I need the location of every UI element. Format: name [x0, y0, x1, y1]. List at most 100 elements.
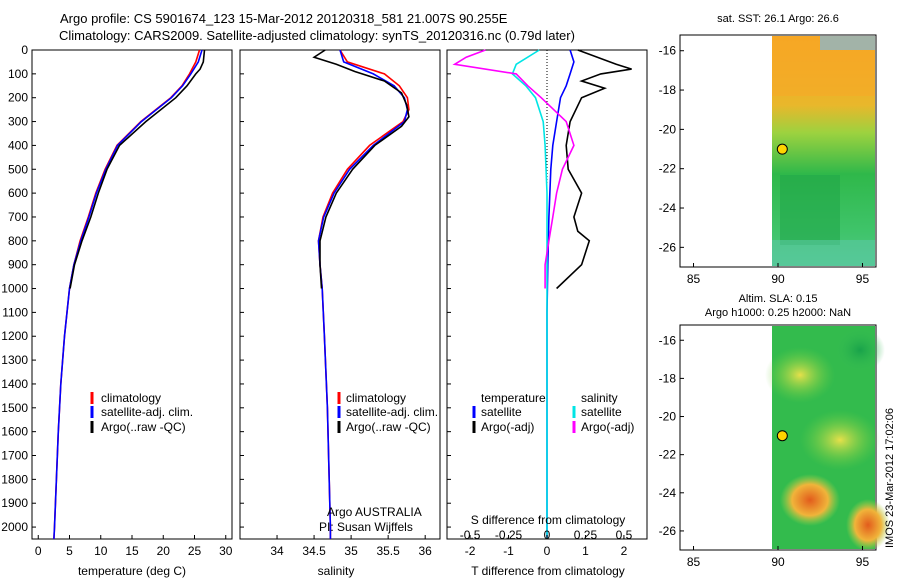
x-tick-label: 34: [270, 544, 284, 558]
legend-title-temperature: temperature: [481, 391, 546, 405]
climatology-title: Climatology: CARS2009. Satellite-adjuste…: [59, 28, 575, 43]
legend-title-salinity: salinity: [581, 391, 618, 405]
depth-tick-label: 1800: [1, 472, 28, 486]
x-tick-label: -0.5: [460, 528, 481, 542]
difference-plot: [447, 49, 632, 539]
x-tick-label: 25: [188, 544, 202, 558]
sst-south-patch: [772, 240, 875, 266]
x-tick-label: 36: [419, 544, 433, 558]
map-x-tick-label: 85: [687, 555, 701, 569]
map-x-tick-label: 95: [856, 272, 870, 286]
temperature-axis-label: temperature (deg C): [78, 564, 186, 578]
x-tick-label: 1: [582, 544, 589, 558]
x-tick-label: 0: [35, 544, 42, 558]
depth-tick-label: 1700: [1, 449, 28, 463]
argo-program-annotation: Argo AUSTRALIA: [327, 505, 422, 519]
depth-tick-label: 800: [8, 234, 28, 248]
temperature-axes-frame: [31, 49, 233, 540]
series-line: [317, 49, 410, 539]
argo-position-marker: [776, 430, 788, 442]
map-y-tick-label: -24: [659, 486, 677, 500]
sla-map: 85 90 95 -16 -18 -20 -22 -24 -26: [659, 324, 890, 569]
difference-legend-salinity: salinity satellite Argo(-adj): [572, 391, 634, 434]
depth-tick-label: 1300: [1, 353, 28, 367]
x-tick-label: 34.5: [302, 544, 326, 558]
map-y-tick-label: -20: [659, 410, 677, 424]
series-line: [312, 49, 410, 289]
legend-label-s-argo: Argo(-adj): [581, 420, 634, 434]
map-y-tick-label: -20: [659, 122, 677, 136]
sla-high-patch: [800, 410, 880, 470]
temperature-legend: climatology satellite-adj. clim. Argo(..…: [90, 391, 193, 434]
series-line: [452, 49, 575, 289]
map-y-tick-label: -22: [659, 448, 677, 462]
sla-high-patch: [765, 347, 835, 403]
sst-map-title: sat. SST: 26.1 Argo: 26.6: [717, 13, 839, 25]
depth-tick-label: 1100: [2, 305, 28, 319]
x-tick-label: 0.25: [574, 528, 598, 542]
salinity-tick-labels: 34 34.5 35 35.5 36: [270, 535, 432, 558]
argo-pi-annotation: PI: Susan Wijffels: [319, 520, 413, 534]
x-tick-label: 2: [621, 544, 628, 558]
legend-label-climatology: climatology: [346, 391, 406, 405]
depth-tick-label: 2000: [1, 520, 28, 534]
depth-tick-label: 1400: [1, 377, 28, 391]
x-tick-label: 35.5: [376, 544, 400, 558]
temperature-plot: [32, 49, 206, 540]
x-tick-label: -1: [503, 544, 514, 558]
map-x-tick-label: 95: [856, 555, 870, 569]
series-line: [53, 49, 203, 540]
series-line: [69, 49, 206, 289]
salinity-plot: [240, 49, 410, 539]
legend-label-t-satellite: satellite: [481, 405, 522, 419]
legend-label-satellite: satellite-adj. clim.: [101, 405, 193, 419]
map-y-tick-label: -18: [659, 371, 677, 385]
depth-tick-label: 200: [8, 91, 28, 105]
x-tick-label: 0: [544, 544, 551, 558]
map-y-tick-label: -16: [659, 333, 677, 347]
map-y-tick-label: -18: [659, 83, 677, 97]
legend-label-s-satellite: satellite: [581, 405, 622, 419]
sla-map-ticks: 85 90 95 -16 -18 -20 -22 -24 -26: [659, 333, 870, 569]
salinity-legend: climatology satellite-adj. clim. Argo(..…: [319, 391, 438, 534]
map-y-tick-label: -22: [659, 162, 677, 176]
legend-label-climatology: climatology: [101, 391, 161, 405]
legend-label-argo: Argo(..raw -QC): [101, 420, 186, 434]
temperature-tick-labels: 0 5 10 15 20 25 30: [35, 535, 233, 558]
depth-tick-label: 0: [21, 43, 28, 57]
map-y-tick-label: -26: [659, 240, 677, 254]
sst-cloud-patch: [820, 36, 875, 50]
map-y-tick-label: -16: [659, 44, 677, 58]
sla-peak-patch: [846, 499, 890, 551]
x-tick-label: 15: [125, 544, 139, 558]
map-y-tick-label: -24: [659, 201, 677, 215]
profile-title: Argo profile: CS 5901674_123 15-Mar-2012…: [60, 11, 508, 26]
x-tick-label: 30: [219, 544, 233, 558]
sla-peak-patch: [780, 474, 840, 526]
x-tick-label: 10: [94, 544, 108, 558]
argo-position-marker: [776, 143, 788, 155]
depth-tick-label: 600: [8, 186, 28, 200]
x-tick-label: -2: [465, 544, 476, 558]
x-tick-label: 5: [66, 544, 73, 558]
depth-tick-label: 900: [8, 258, 28, 272]
salinity-axis-label: salinity: [318, 564, 355, 578]
x-tick-label: -0.25: [495, 528, 523, 542]
depth-tick-label: 500: [8, 162, 28, 176]
series-line: [317, 49, 409, 539]
depth-tick-labels: 0 100 200 300 400 500 600 700 800 900 1000 1100 1200…: [1, 43, 28, 534]
salinity-axes-frame: [239, 49, 441, 540]
map-y-tick-label: -26: [659, 524, 677, 538]
difference-legend-temperature: temperature satellite Argo(-adj): [472, 391, 546, 434]
legend-label-satellite: satellite-adj. clim.: [346, 405, 438, 419]
map-x-tick-label: 90: [771, 272, 785, 286]
map-x-tick-label: 85: [687, 272, 701, 286]
x-tick-label: 35: [344, 544, 358, 558]
x-tick-label: 20: [157, 544, 171, 558]
t-difference-axis-label: T difference from climatology: [471, 564, 625, 578]
depth-tick-label: 100: [8, 67, 28, 81]
imos-timestamp: IMOS 23-Mar-2012 17:02:06: [884, 407, 896, 548]
t-difference-tick-labels: -2 -1 0 1 2: [465, 535, 628, 558]
depth-tick-label: 1500: [1, 401, 28, 415]
